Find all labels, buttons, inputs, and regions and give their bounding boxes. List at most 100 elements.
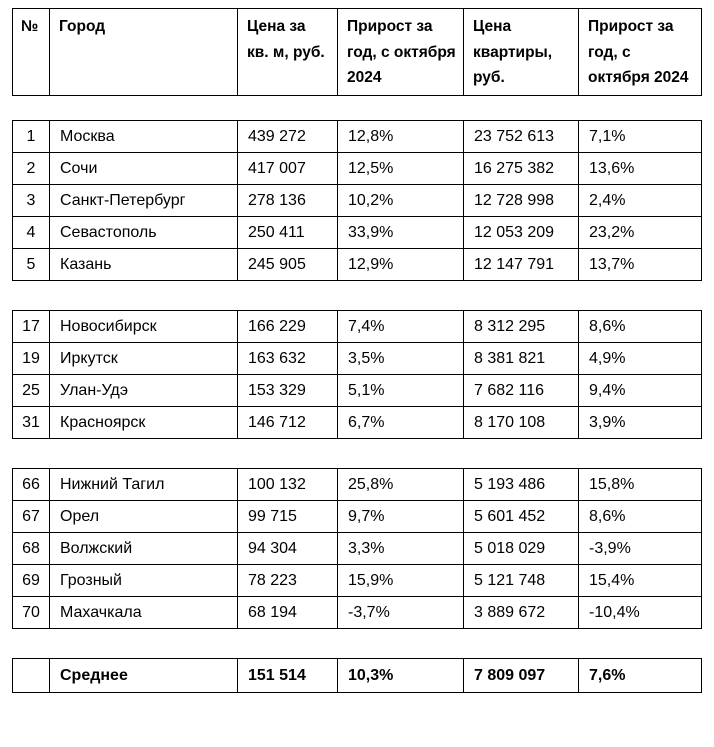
- table-row: 68 Волжский 94 304 3,3% 5 018 029 -3,9%: [12, 532, 702, 565]
- table-row: 31 Красноярск 146 712 6,7% 8 170 108 3,9…: [12, 406, 702, 439]
- header-growth-flat: Прирост за год, с октября 2024: [578, 8, 702, 96]
- cell-price-flat: 16 275 382: [463, 152, 579, 185]
- table-row: 4 Севастополь 250 411 33,9% 12 053 209 2…: [12, 216, 702, 249]
- cell-growth-flat: 13,7%: [578, 248, 702, 281]
- summary-price-flat: 7 809 097: [463, 658, 579, 693]
- cell-growth-sqm: 5,1%: [337, 374, 464, 407]
- cell-price-sqm: 245 905: [237, 248, 338, 281]
- cell-price-sqm: 278 136: [237, 184, 338, 217]
- cell-growth-flat: 15,8%: [578, 468, 702, 501]
- cell-price-sqm: 146 712: [237, 406, 338, 439]
- cell-growth-flat: -10,4%: [578, 596, 702, 629]
- cell-price-flat: 23 752 613: [463, 120, 579, 153]
- cell-rank: 2: [12, 152, 50, 185]
- cell-price-sqm: 100 132: [237, 468, 338, 501]
- cell-growth-sqm: 12,5%: [337, 152, 464, 185]
- cell-city: Красноярск: [49, 406, 238, 439]
- table-row: 17 Новосибирск 166 229 7,4% 8 312 295 8,…: [12, 310, 702, 343]
- cell-price-sqm: 439 272: [237, 120, 338, 153]
- cell-city: Казань: [49, 248, 238, 281]
- summary-price-sqm: 151 514: [237, 658, 338, 693]
- summary-city: Среднее: [49, 658, 238, 693]
- header-city: Город: [49, 8, 238, 96]
- summary-table: Среднее 151 514 10,3% 7 809 097 7,6%: [12, 658, 702, 693]
- summary-growth-sqm: 10,3%: [337, 658, 464, 693]
- table-row: 67 Орел 99 715 9,7% 5 601 452 8,6%: [12, 500, 702, 533]
- table-row: 25 Улан-Удэ 153 329 5,1% 7 682 116 9,4%: [12, 374, 702, 407]
- cell-city: Иркутск: [49, 342, 238, 375]
- cell-price-flat: 5 018 029: [463, 532, 579, 565]
- cell-city: Севастополь: [49, 216, 238, 249]
- cell-growth-flat: 15,4%: [578, 564, 702, 597]
- cell-city: Санкт-Петербург: [49, 184, 238, 217]
- cell-price-sqm: 250 411: [237, 216, 338, 249]
- cell-growth-flat: -3,9%: [578, 532, 702, 565]
- cell-rank: 66: [12, 468, 50, 501]
- cell-city: Новосибирск: [49, 310, 238, 343]
- cell-rank: 1: [12, 120, 50, 153]
- cell-growth-sqm: 12,8%: [337, 120, 464, 153]
- cell-growth-sqm: 6,7%: [337, 406, 464, 439]
- summary-growth-flat: 7,6%: [578, 658, 702, 693]
- cell-price-sqm: 99 715: [237, 500, 338, 533]
- cell-growth-sqm: -3,7%: [337, 596, 464, 629]
- cell-rank: 4: [12, 216, 50, 249]
- cell-city: Грозный: [49, 564, 238, 597]
- cell-rank: 3: [12, 184, 50, 217]
- table-row: 5 Казань 245 905 12,9% 12 147 791 13,7%: [12, 248, 702, 281]
- cell-rank: 31: [12, 406, 50, 439]
- cell-rank: 70: [12, 596, 50, 629]
- cell-growth-sqm: 33,9%: [337, 216, 464, 249]
- cell-price-sqm: 68 194: [237, 596, 338, 629]
- cell-price-sqm: 163 632: [237, 342, 338, 375]
- header-growth-sqm: Прирост за год, с октября 2024: [337, 8, 464, 96]
- cell-city: Орел: [49, 500, 238, 533]
- cell-growth-sqm: 9,7%: [337, 500, 464, 533]
- cell-rank: 19: [12, 342, 50, 375]
- header-row: № Город Цена за кв. м, руб. Прирост за г…: [12, 8, 702, 96]
- cell-price-flat: 5 193 486: [463, 468, 579, 501]
- cell-rank: 67: [12, 500, 50, 533]
- header-rank: №: [12, 8, 50, 96]
- cell-price-sqm: 153 329: [237, 374, 338, 407]
- cell-growth-flat: 9,4%: [578, 374, 702, 407]
- cell-price-flat: 8 381 821: [463, 342, 579, 375]
- cell-rank: 17: [12, 310, 50, 343]
- cell-price-sqm: 94 304: [237, 532, 338, 565]
- cell-growth-flat: 8,6%: [578, 310, 702, 343]
- cell-price-flat: 3 889 672: [463, 596, 579, 629]
- cell-price-flat: 12 147 791: [463, 248, 579, 281]
- cell-growth-flat: 3,9%: [578, 406, 702, 439]
- cell-growth-flat: 2,4%: [578, 184, 702, 217]
- header-price-sqm: Цена за кв. м, руб.: [237, 8, 338, 96]
- cell-price-flat: 12 728 998: [463, 184, 579, 217]
- table-row: 19 Иркутск 163 632 3,5% 8 381 821 4,9%: [12, 342, 702, 375]
- table-row: 1 Москва 439 272 12,8% 23 752 613 7,1%: [12, 120, 702, 153]
- cell-growth-flat: 23,2%: [578, 216, 702, 249]
- cell-city: Сочи: [49, 152, 238, 185]
- cell-price-sqm: 78 223: [237, 564, 338, 597]
- cell-price-flat: 7 682 116: [463, 374, 579, 407]
- table-row: 66 Нижний Тагил 100 132 25,8% 5 193 486 …: [12, 468, 702, 501]
- cell-growth-sqm: 3,3%: [337, 532, 464, 565]
- cell-rank: 68: [12, 532, 50, 565]
- cell-growth-sqm: 25,8%: [337, 468, 464, 501]
- table-row: 69 Грозный 78 223 15,9% 5 121 748 15,4%: [12, 564, 702, 597]
- cell-rank: 25: [12, 374, 50, 407]
- cell-city: Улан-Удэ: [49, 374, 238, 407]
- city-groups: 1 Москва 439 272 12,8% 23 752 613 7,1% 2…: [12, 120, 714, 629]
- cell-city: Махачкала: [49, 596, 238, 629]
- cell-price-flat: 5 121 748: [463, 564, 579, 597]
- cell-price-sqm: 417 007: [237, 152, 338, 185]
- cell-price-flat: 8 312 295: [463, 310, 579, 343]
- cell-price-sqm: 166 229: [237, 310, 338, 343]
- city-group-table: 66 Нижний Тагил 100 132 25,8% 5 193 486 …: [12, 468, 702, 629]
- cell-growth-sqm: 3,5%: [337, 342, 464, 375]
- cell-city: Нижний Тагил: [49, 468, 238, 501]
- cell-rank: 69: [12, 564, 50, 597]
- cell-rank: 5: [12, 248, 50, 281]
- table-row: 70 Махачкала 68 194 -3,7% 3 889 672 -10,…: [12, 596, 702, 629]
- cell-growth-flat: 8,6%: [578, 500, 702, 533]
- cell-growth-sqm: 10,2%: [337, 184, 464, 217]
- city-group-table: 17 Новосибирск 166 229 7,4% 8 312 295 8,…: [12, 310, 702, 439]
